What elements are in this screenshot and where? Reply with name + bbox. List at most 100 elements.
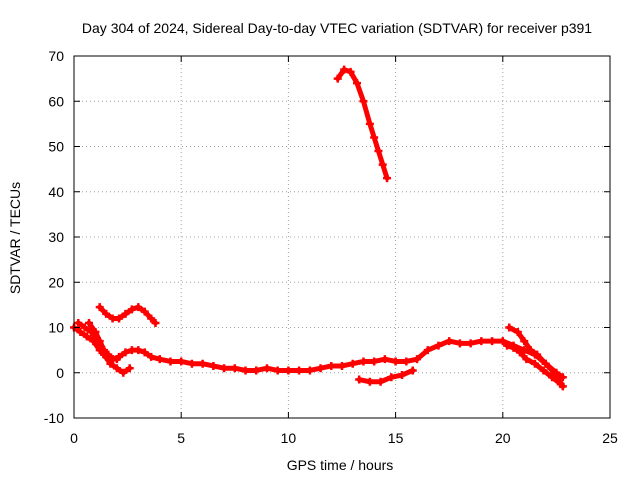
data-point xyxy=(520,337,529,346)
data-point xyxy=(445,337,454,346)
data-point xyxy=(513,328,522,337)
data-point xyxy=(119,368,128,377)
data-point xyxy=(558,373,567,382)
data-point xyxy=(515,348,524,357)
y-tick-label: 10 xyxy=(48,320,64,336)
y-tick-label: 70 xyxy=(48,48,64,64)
data-point xyxy=(333,74,342,83)
data-point xyxy=(370,133,379,142)
data-point xyxy=(147,314,156,323)
data-point xyxy=(305,366,314,375)
data-point xyxy=(295,366,304,375)
data-point xyxy=(380,355,389,364)
data-point xyxy=(106,359,115,368)
data-point xyxy=(166,357,175,366)
data-point xyxy=(151,318,160,327)
data-point xyxy=(284,366,293,375)
data-point xyxy=(230,364,239,373)
data-point xyxy=(127,305,136,314)
data-point xyxy=(241,366,250,375)
y-axis-title: SDTVAR / TECUs xyxy=(7,182,23,294)
x-tick-label: 10 xyxy=(281,430,297,446)
data-point xyxy=(95,337,104,346)
y-tick-label: 20 xyxy=(48,274,64,290)
data-point xyxy=(140,307,149,316)
data-point xyxy=(252,366,261,375)
data-point xyxy=(355,375,364,384)
data-point xyxy=(359,97,368,106)
data-point xyxy=(353,79,362,88)
data-point xyxy=(82,332,91,341)
y-tick-label: 50 xyxy=(48,139,64,155)
data-point xyxy=(402,357,411,366)
data-point xyxy=(466,339,475,348)
y-tick-label: 40 xyxy=(48,184,64,200)
data-point xyxy=(365,119,374,128)
data-point xyxy=(387,373,396,382)
y-tick-label: 0 xyxy=(56,365,64,381)
data-point xyxy=(477,337,486,346)
data-point xyxy=(398,371,407,380)
data-point xyxy=(209,361,218,370)
chart-title: Day 304 of 2024, Sidereal Day-to-day VTE… xyxy=(82,20,592,36)
data-point xyxy=(503,341,512,350)
data-point xyxy=(340,65,349,74)
data-point xyxy=(539,366,548,375)
data-point xyxy=(80,323,89,332)
data-point xyxy=(413,355,422,364)
data-point xyxy=(187,359,196,368)
data-point xyxy=(378,160,387,169)
data-point xyxy=(383,174,392,183)
data-point xyxy=(115,314,124,323)
data-point xyxy=(526,346,535,355)
data-point xyxy=(370,357,379,366)
data-point xyxy=(434,341,443,350)
data-point xyxy=(530,359,539,368)
data-point xyxy=(348,359,357,368)
x-tick-label: 5 xyxy=(177,430,185,446)
data-point xyxy=(548,373,557,382)
data-point xyxy=(541,359,550,368)
y-tick-label: 30 xyxy=(48,229,64,245)
data-point xyxy=(374,147,383,156)
x-tick-label: 25 xyxy=(602,430,618,446)
data-point xyxy=(391,357,400,366)
data-point xyxy=(522,355,531,364)
data-point xyxy=(338,361,346,370)
data-point xyxy=(533,350,542,359)
y-ticks: -10 0 10 20 30 40 50 60 70 xyxy=(44,48,610,426)
x-axis-title: GPS time / hours xyxy=(287,457,394,473)
data-point xyxy=(505,323,514,332)
data-point xyxy=(346,67,355,76)
data-point xyxy=(273,366,282,375)
data-point xyxy=(134,303,143,312)
data-point xyxy=(455,339,464,348)
x-ticks: 0 5 10 15 20 25 xyxy=(70,56,618,446)
data-point xyxy=(177,357,186,366)
data-point xyxy=(155,355,164,364)
data-point xyxy=(121,348,130,357)
data-point xyxy=(556,380,565,389)
y-tick-label: 60 xyxy=(48,93,64,109)
data-point xyxy=(423,346,432,355)
data-point xyxy=(125,364,134,373)
x-tick-label: 15 xyxy=(388,430,404,446)
data-point xyxy=(134,346,143,355)
data-point xyxy=(74,318,83,327)
y-tick-label: -10 xyxy=(44,410,64,426)
data-point xyxy=(376,377,385,386)
data-point xyxy=(147,352,156,361)
data-point xyxy=(104,350,113,359)
data-point xyxy=(140,348,149,357)
x-tick-label: 20 xyxy=(495,430,511,446)
data-point xyxy=(112,364,121,373)
data-point xyxy=(91,328,100,337)
data-point xyxy=(198,359,207,368)
x-tick-label: 0 xyxy=(70,430,78,446)
grid-lines xyxy=(74,56,610,418)
data-point xyxy=(220,364,229,373)
data-point xyxy=(100,346,109,355)
data-point xyxy=(488,337,497,346)
series-high-arc xyxy=(335,67,390,181)
